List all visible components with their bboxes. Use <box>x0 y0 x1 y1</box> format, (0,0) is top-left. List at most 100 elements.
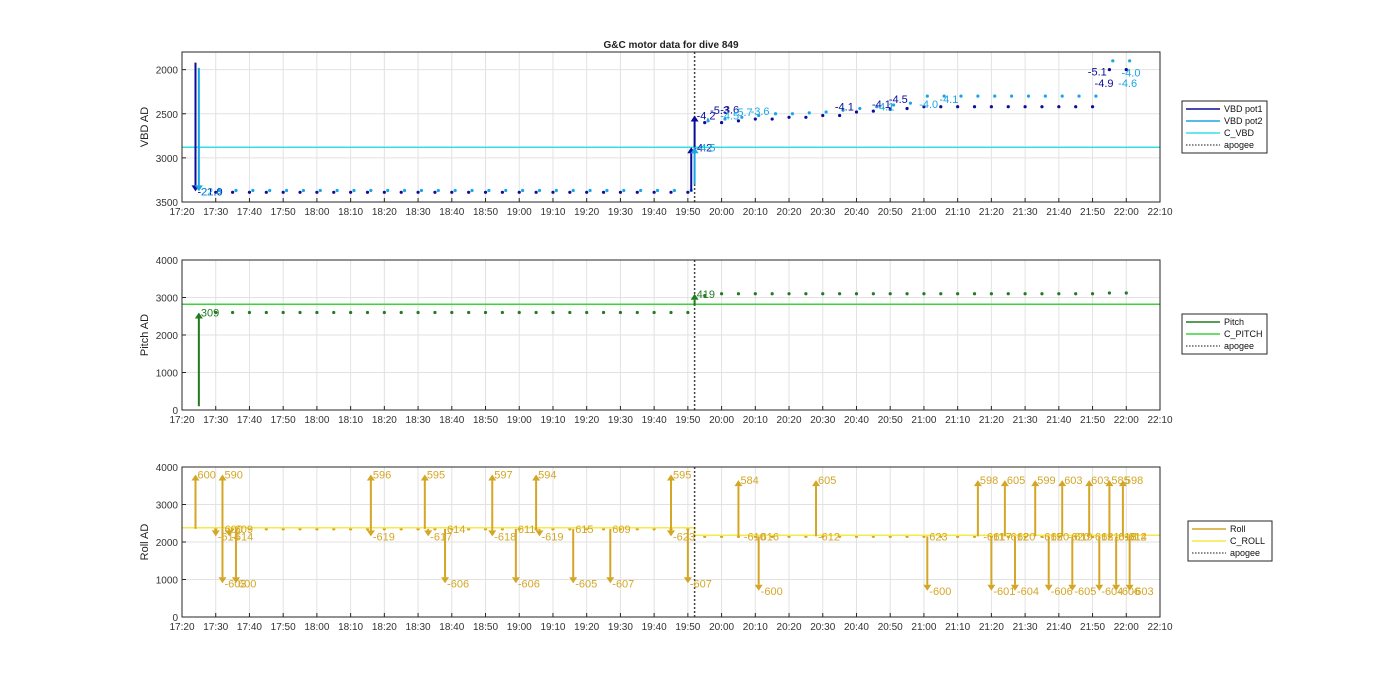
chart-0-point-0-48 <box>1023 105 1027 109</box>
chart-1-point-0-18 <box>517 310 521 315</box>
chart-0-annotation-4: -4.2 <box>697 111 716 123</box>
chart-1-xtick-label-20: 20:40 <box>844 415 869 426</box>
chart-0-annotation-18: -4.0 <box>1122 67 1141 79</box>
chart-2-annotation-59: 598 <box>1125 475 1143 487</box>
chart-2-xtick-label-0: 17:20 <box>169 622 194 633</box>
chart-1-point-0-19 <box>534 310 538 315</box>
chart-2-arrow-head-31 <box>812 480 821 487</box>
chart-0-point-1-18 <box>521 188 525 193</box>
chart-1-point-0-37 <box>838 292 842 296</box>
chart-0-point-1-38 <box>858 106 862 111</box>
chart-0-point-0-32 <box>753 117 757 121</box>
chart-1-point-0-17 <box>500 310 504 315</box>
chart-2-arrow-head-21 <box>569 577 578 584</box>
chart-0-xtick-label-16: 20:00 <box>709 207 734 218</box>
chart-2-annotation-49: 619 <box>1074 531 1092 543</box>
chart-2-xtick-label-6: 18:20 <box>372 622 397 633</box>
chart-0-point-1-14 <box>453 188 457 193</box>
chart-0-point-0-39 <box>871 109 875 113</box>
chart-0-point-0-40 <box>888 107 892 111</box>
chart-2-arrow-head-9 <box>366 530 375 537</box>
chart-1-xtick-label-23: 21:10 <box>945 415 970 426</box>
chart-2-annotation-24: 595 <box>673 470 691 482</box>
chart-1-point-0-40 <box>888 292 892 296</box>
chart-2-xtick-label-16: 20:00 <box>709 622 734 633</box>
chart-1-point-0-43 <box>939 292 943 296</box>
chart-2-arrow-head-7 <box>231 577 240 584</box>
chart-0-point-1-22 <box>588 188 592 193</box>
chart-2-arrow-head-10 <box>420 474 429 481</box>
chart-0-point-0-21 <box>568 190 572 194</box>
chart-2-annotation-11: -617 <box>430 531 452 543</box>
chart-2-annotation-41: 620 <box>1017 531 1035 543</box>
chart-1-xtick-label-12: 19:20 <box>574 415 599 426</box>
chart-2-arrow-head-13 <box>441 577 450 584</box>
chart-2-arrow-head-8 <box>366 474 375 481</box>
chart-2-arrow-head-14 <box>488 474 497 481</box>
chart-1-xtick-label-27: 21:50 <box>1080 415 1105 426</box>
chart-2-arrow-head-35 <box>973 480 982 487</box>
chart-0-point-0-51 <box>1074 105 1078 109</box>
chart-0-legend-label-3: apogee <box>1224 140 1254 150</box>
chart-2-legend-label-0: Roll <box>1230 524 1246 534</box>
chart-0-xtick-label-18: 20:20 <box>777 207 802 218</box>
chart-2-annotation-9: -619 <box>373 531 395 543</box>
chart-1-ytick-label-1: 1000 <box>156 369 179 380</box>
chart-1-point-0-20 <box>551 310 555 315</box>
chart-0-point-0-4 <box>281 190 285 194</box>
chart-0-point-1-44 <box>959 94 963 98</box>
chart-0-annotation-10: -4.1 <box>835 102 854 114</box>
chart-0-point-1-8 <box>352 188 356 193</box>
chart-0-xtick-label-2: 17:40 <box>237 207 262 218</box>
chart-0-point-1-29 <box>706 119 710 123</box>
chart-1-point-0-32 <box>753 292 757 296</box>
chart-2-arrow-head-38 <box>987 584 996 591</box>
chart-1-point-0-8 <box>349 310 353 315</box>
chart-0-point-0-7 <box>332 190 336 194</box>
chart-0-point-1-31 <box>740 115 744 119</box>
chart-1-point-0-46 <box>989 292 993 296</box>
chart-2-xtick-label-3: 17:50 <box>271 622 296 633</box>
chart-0-point-0-43 <box>939 105 943 109</box>
chart-1-ytick-label-4: 4000 <box>156 256 179 267</box>
chart-0-annotation-1: 22.4 <box>201 186 222 198</box>
chart-0-point-1-51 <box>1077 94 1081 98</box>
chart-0-xtick-label-23: 21:10 <box>945 207 970 218</box>
chart-0-annotation-19: -4.6 <box>1118 78 1137 90</box>
chart-0-xtick-label-11: 19:10 <box>540 207 565 218</box>
chart-1-point-0-48 <box>1023 292 1027 296</box>
chart-1-xtick-label-6: 18:20 <box>372 415 397 426</box>
chart-1-xtick-label-13: 19:30 <box>608 415 633 426</box>
chart-1-point-0-10 <box>382 310 386 315</box>
chart-1-xtick-label-2: 17:40 <box>237 415 262 426</box>
chart-1-point-0-1 <box>230 310 235 315</box>
chart-0-point-1-54 <box>1128 59 1132 63</box>
chart-0-annotation-6: -3.6 <box>720 104 739 116</box>
chart-0-point-1-33 <box>773 112 778 116</box>
chart-2-annotation-53: 621 <box>1101 531 1119 543</box>
chart-0-point-0-49 <box>1040 105 1044 109</box>
chart-1-xtick-label-26: 21:40 <box>1046 415 1071 426</box>
chart-0-xtick-label-17: 20:10 <box>743 207 768 218</box>
chart-0-point-0-44 <box>956 105 960 109</box>
chart-1-xtick-label-1: 17:30 <box>203 415 228 426</box>
chart-0-xtick-label-26: 21:40 <box>1046 207 1071 218</box>
chart-1-point-0-39 <box>871 292 875 296</box>
chart-0-point-1-42 <box>925 94 929 98</box>
chart-1-xtick-label-25: 21:30 <box>1013 415 1038 426</box>
chart-2-ytick-label-3: 3000 <box>156 501 179 512</box>
chart-2-annotation-31: 605 <box>818 475 836 487</box>
chart-1-point-0-54 <box>1124 291 1128 295</box>
chart-1-point-0-47 <box>1006 292 1010 296</box>
chart-1-point-0-12 <box>416 310 420 315</box>
chart-0-ytick-label-1: 2500 <box>156 110 179 121</box>
chart-2-arrow-head-59 <box>1118 480 1127 487</box>
chart-0-point-1-35 <box>807 111 811 115</box>
chart-0-ytick-label-0: 2000 <box>156 66 179 77</box>
chart-2-arrow-head-47 <box>1058 480 1067 487</box>
chart-0-point-0-26 <box>652 190 656 194</box>
chart-0-point-1-34 <box>790 112 795 116</box>
chart-2-arrow-head-1 <box>218 474 227 481</box>
chart-1-point-0-36 <box>821 292 825 296</box>
chart-0-xtick-label-28: 22:00 <box>1114 207 1139 218</box>
